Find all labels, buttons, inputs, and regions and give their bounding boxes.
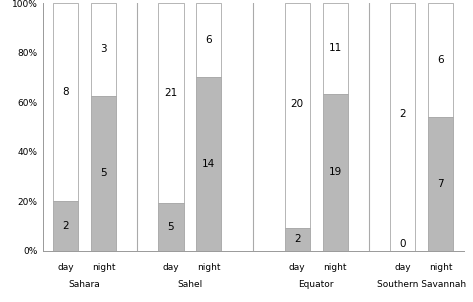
Text: 6: 6 bbox=[437, 55, 444, 65]
Text: day: day bbox=[289, 263, 306, 272]
Bar bbox=[158, 3, 184, 203]
Text: 0: 0 bbox=[399, 239, 406, 249]
Bar bbox=[53, 3, 79, 201]
Text: Sahel: Sahel bbox=[177, 280, 202, 289]
Bar bbox=[196, 3, 221, 77]
Text: 19: 19 bbox=[329, 167, 342, 177]
Bar bbox=[196, 77, 221, 251]
Text: Sahara: Sahara bbox=[69, 280, 101, 289]
Text: night: night bbox=[324, 263, 347, 272]
Text: night: night bbox=[197, 263, 220, 272]
Bar bbox=[53, 201, 79, 251]
Text: day: day bbox=[163, 263, 179, 272]
Bar bbox=[285, 228, 310, 251]
Text: 21: 21 bbox=[164, 88, 177, 98]
Bar bbox=[323, 3, 348, 94]
Text: 2: 2 bbox=[62, 221, 69, 231]
Text: day: day bbox=[394, 263, 411, 272]
Text: 7: 7 bbox=[437, 179, 444, 189]
Bar bbox=[91, 96, 116, 251]
Bar bbox=[285, 3, 310, 228]
Text: Equator: Equator bbox=[298, 280, 334, 289]
Text: 3: 3 bbox=[100, 44, 107, 54]
Text: 8: 8 bbox=[62, 87, 69, 97]
Bar bbox=[390, 3, 415, 251]
Text: 11: 11 bbox=[329, 43, 342, 53]
Text: 2: 2 bbox=[399, 109, 406, 120]
Text: 5: 5 bbox=[100, 168, 107, 178]
Text: night: night bbox=[92, 263, 115, 272]
Bar bbox=[91, 3, 116, 96]
Text: Southern Savannah: Southern Savannah bbox=[377, 280, 466, 289]
Text: 20: 20 bbox=[291, 99, 304, 109]
Text: 6: 6 bbox=[206, 35, 212, 45]
Text: day: day bbox=[57, 263, 74, 272]
Text: 14: 14 bbox=[202, 159, 216, 169]
Text: 2: 2 bbox=[294, 234, 300, 244]
Bar bbox=[428, 3, 453, 117]
Bar bbox=[323, 94, 348, 251]
Text: night: night bbox=[429, 263, 452, 272]
Bar bbox=[158, 203, 184, 251]
Bar bbox=[428, 117, 453, 251]
Text: 5: 5 bbox=[167, 222, 174, 232]
